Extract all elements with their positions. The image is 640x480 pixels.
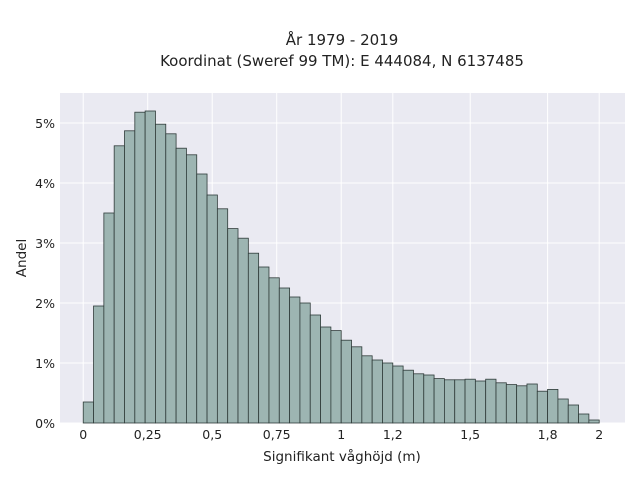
x-tick-label: 1,2 <box>383 427 403 442</box>
y-tick-label: 4% <box>35 176 55 191</box>
histogram-bar <box>361 355 373 424</box>
histogram-bar <box>237 237 249 424</box>
histogram-bar <box>278 287 291 424</box>
x-tick-label: 2 <box>595 427 603 442</box>
histogram-bar <box>268 277 280 424</box>
histogram-bar <box>247 252 260 424</box>
histogram-bar <box>175 147 187 424</box>
histogram-bar <box>299 302 311 424</box>
chart-title: År 1979 - 2019 <box>286 30 399 49</box>
histogram-bar <box>495 382 507 424</box>
x-tick-label: 0,25 <box>134 427 162 442</box>
histogram-bar <box>155 123 167 424</box>
x-tick-label: 1,8 <box>538 427 558 442</box>
histogram-bar <box>340 339 352 424</box>
histogram-bar <box>165 133 177 424</box>
histogram-bar <box>134 111 146 424</box>
y-tick-label: 0% <box>35 416 55 431</box>
histogram-bar <box>330 330 342 424</box>
histogram-bar <box>371 359 383 424</box>
histogram-bar <box>474 380 487 424</box>
histogram-bar <box>454 379 466 424</box>
histogram-bar <box>423 374 435 424</box>
histogram-bar <box>258 266 270 424</box>
y-axis-label: Andel <box>14 239 30 277</box>
histogram-bar <box>505 384 518 424</box>
histogram-bar <box>464 378 476 424</box>
y-tick-label: 1% <box>35 356 55 371</box>
histogram-bar <box>320 326 332 424</box>
histogram-bar <box>402 369 414 424</box>
histogram-bar <box>206 194 218 424</box>
histogram-bar <box>144 110 156 424</box>
x-tick-label: 1 <box>337 427 345 442</box>
x-tick-label: 0,5 <box>202 427 222 442</box>
histogram-bar <box>547 388 559 424</box>
histogram-bar <box>113 145 125 424</box>
x-tick-label: 0 <box>79 427 87 442</box>
histogram-bar <box>536 390 549 424</box>
histogram-bar <box>578 413 590 424</box>
histogram-bar <box>588 419 600 424</box>
histogram-bar <box>382 362 394 424</box>
histogram-bar <box>289 296 301 424</box>
histogram-bar <box>557 398 569 424</box>
x-axis-label: Signifikant våghöjd (m) <box>263 448 421 465</box>
x-tick-label: 1,5 <box>460 427 480 442</box>
histogram-bar <box>433 378 445 424</box>
histogram-bar <box>413 373 425 424</box>
x-tick-labels: 0 0,25 0,5 0,75 1 1,2 1,5 1,8 2 <box>79 427 603 442</box>
histogram-bar <box>216 208 229 424</box>
histogram-bar <box>93 305 105 424</box>
histogram-bar <box>124 130 136 424</box>
y-tick-labels: 0% 1% 2% 3% 4% 5% <box>35 116 55 431</box>
chart-subtitle: Koordinat (Sweref 99 TM): E 444084, N 61… <box>160 52 524 70</box>
histogram-bar <box>444 379 456 424</box>
histogram-bar <box>351 346 363 424</box>
histogram-bar <box>186 154 198 424</box>
histogram-bar <box>196 173 208 424</box>
histogram-bar <box>485 378 497 424</box>
histogram-bar <box>227 228 239 424</box>
histogram-bar <box>526 383 538 424</box>
y-tick-label: 5% <box>35 116 55 131</box>
histogram-bar <box>567 404 579 424</box>
histogram-bar <box>82 401 94 424</box>
x-tick-label: 0,75 <box>263 427 291 442</box>
histogram-bar <box>392 365 404 424</box>
histogram-bar <box>516 385 528 424</box>
histogram-bar <box>103 212 115 424</box>
bars <box>82 110 600 424</box>
y-tick-label: 3% <box>35 236 55 251</box>
y-tick-label: 2% <box>35 296 55 311</box>
histogram-bar <box>309 314 321 424</box>
